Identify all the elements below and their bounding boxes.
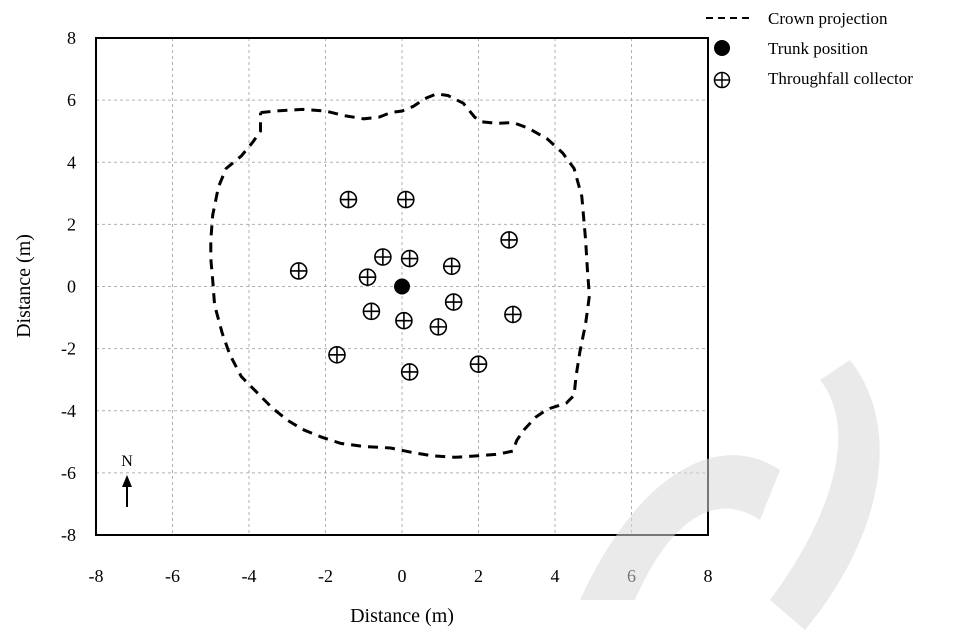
throughfall-collector-marker — [504, 305, 522, 324]
y-tick-label: 0 — [67, 277, 76, 297]
x-axis-label: Distance (m) — [350, 605, 454, 627]
y-tick-labels: 8 6 4 2 0 -2 -4 -6 -8 — [61, 28, 76, 545]
y-tick-label: 8 — [67, 28, 76, 48]
x-tick-label: -4 — [242, 566, 257, 586]
legend-crown-label: Crown projection — [768, 9, 888, 28]
y-axis-label: Distance (m) — [13, 234, 35, 338]
throughfall-collector-marker — [469, 355, 488, 373]
legend: Crown projection Trunk position Throughf… — [706, 9, 913, 89]
throughfall-collector-marker — [362, 302, 381, 321]
y-tick-label: 6 — [67, 90, 76, 110]
x-tick-label: 4 — [551, 566, 560, 586]
watermark-graphic — [580, 360, 880, 630]
y-tick-label: -8 — [61, 525, 76, 545]
x-tick-label: -8 — [89, 566, 104, 586]
throughfall-collector-marker — [500, 231, 518, 249]
throughfall-collector-marker — [429, 318, 448, 336]
throughfall-collector-marker — [397, 190, 415, 209]
throughfall-collector-marker — [328, 346, 346, 364]
y-tick-label: -6 — [61, 463, 76, 483]
throughfall-collector-marker — [400, 249, 419, 268]
throughfall-collectors — [289, 190, 522, 381]
trunk-position-marker — [394, 278, 410, 295]
legend-collector-swatch — [713, 71, 731, 89]
y-tick-label: 4 — [67, 152, 76, 172]
legend-collector-label: Throughfall collector — [768, 69, 913, 88]
throughfall-collector-marker — [374, 248, 392, 266]
x-tick-label: 8 — [704, 566, 713, 586]
legend-trunk-swatch — [714, 40, 730, 56]
north-arrow: N — [121, 453, 133, 507]
x-tick-label: 2 — [474, 566, 483, 586]
throughfall-collector-marker — [395, 311, 413, 330]
y-tick-label: -2 — [61, 339, 76, 359]
north-arrow-head — [122, 475, 132, 487]
throughfall-collector-marker — [442, 257, 461, 276]
crown-projection-line — [209, 92, 591, 459]
throughfall-collector-marker — [444, 293, 463, 311]
plot-area-frame — [95, 37, 709, 536]
x-tick-label: -6 — [165, 566, 180, 586]
north-label: N — [121, 453, 133, 470]
throughfall-collector-marker — [400, 363, 419, 381]
y-tick-label: 2 — [67, 214, 76, 234]
throughfall-collector-marker — [289, 262, 308, 280]
x-tick-label: -2 — [318, 566, 333, 586]
legend-trunk-label: Trunk position — [768, 39, 868, 58]
x-tick-labels: -8-6-4-202468 — [89, 566, 713, 586]
throughfall-collector-marker — [358, 268, 377, 286]
throughfall-collector-marker — [339, 190, 358, 209]
x-tick-label: 0 — [398, 566, 407, 586]
y-tick-label: -4 — [61, 401, 76, 421]
